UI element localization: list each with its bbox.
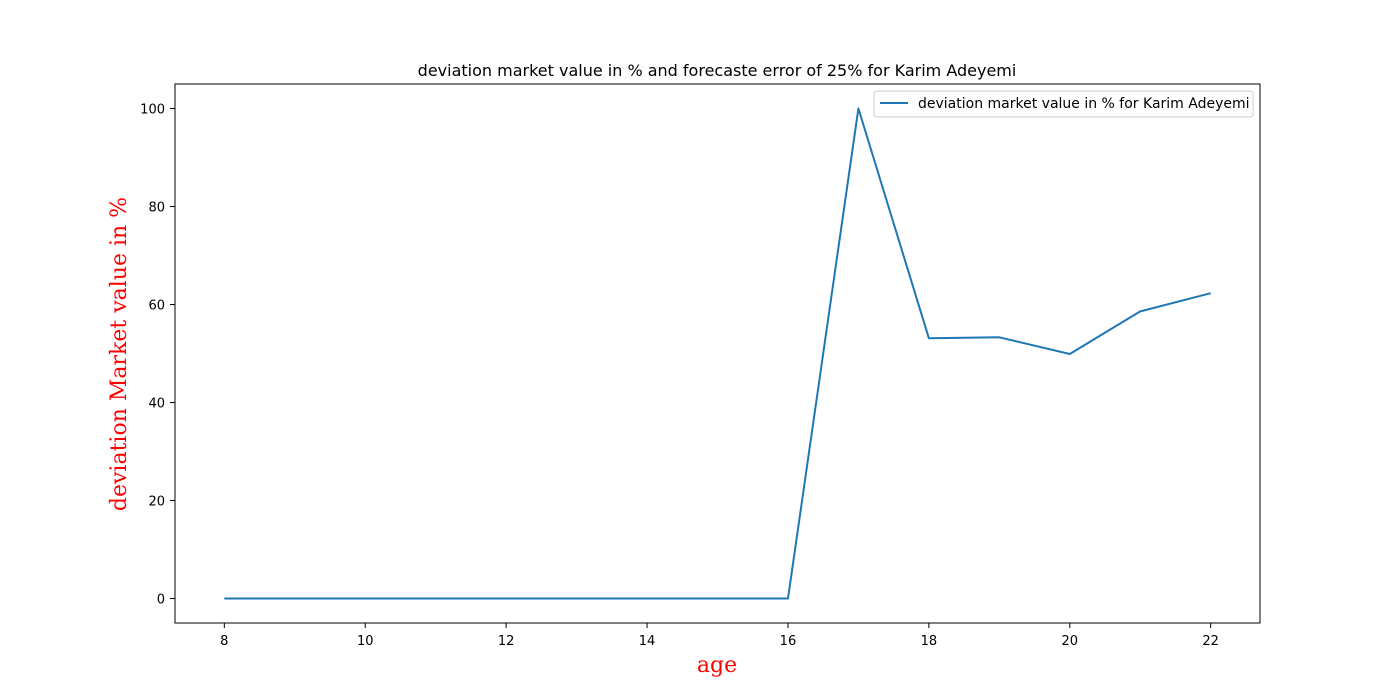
- legend-label: deviation market value in % for Karim Ad…: [918, 96, 1250, 112]
- x-tick-label: 16: [780, 634, 797, 649]
- x-axis-label: age: [697, 653, 737, 678]
- legend-box: [873, 90, 1254, 118]
- x-tick-label: 14: [639, 634, 656, 649]
- x-tick-label: 20: [1061, 634, 1078, 649]
- series-line-0: [224, 107, 1211, 600]
- x-tick-label: 22: [1202, 634, 1219, 649]
- y-axis-label: deviation Market value in %: [107, 197, 132, 511]
- plot-frame: [174, 83, 1261, 624]
- x-tick-label: 8: [220, 634, 228, 649]
- y-tick-label: 60: [148, 299, 165, 314]
- y-tick-label: 40: [148, 397, 165, 412]
- x-axis: 8 10 12 14 16 18 20 22: [220, 623, 1219, 649]
- x-tick-label: 18: [921, 634, 938, 649]
- chart-title: deviation market value in % and forecast…: [418, 61, 1017, 80]
- y-tick-label: 80: [148, 201, 165, 216]
- x-tick-label: 12: [498, 634, 515, 649]
- plot-area: [224, 107, 1211, 600]
- y-tick-label: 0: [157, 593, 165, 608]
- y-tick-label: 20: [148, 495, 165, 510]
- x-tick-label: 10: [357, 634, 374, 649]
- y-axis: 0 20 40 60 80 100: [140, 103, 175, 608]
- y-tick-label: 100: [140, 103, 165, 118]
- legend: deviation market value in % for Karim Ad…: [873, 90, 1254, 118]
